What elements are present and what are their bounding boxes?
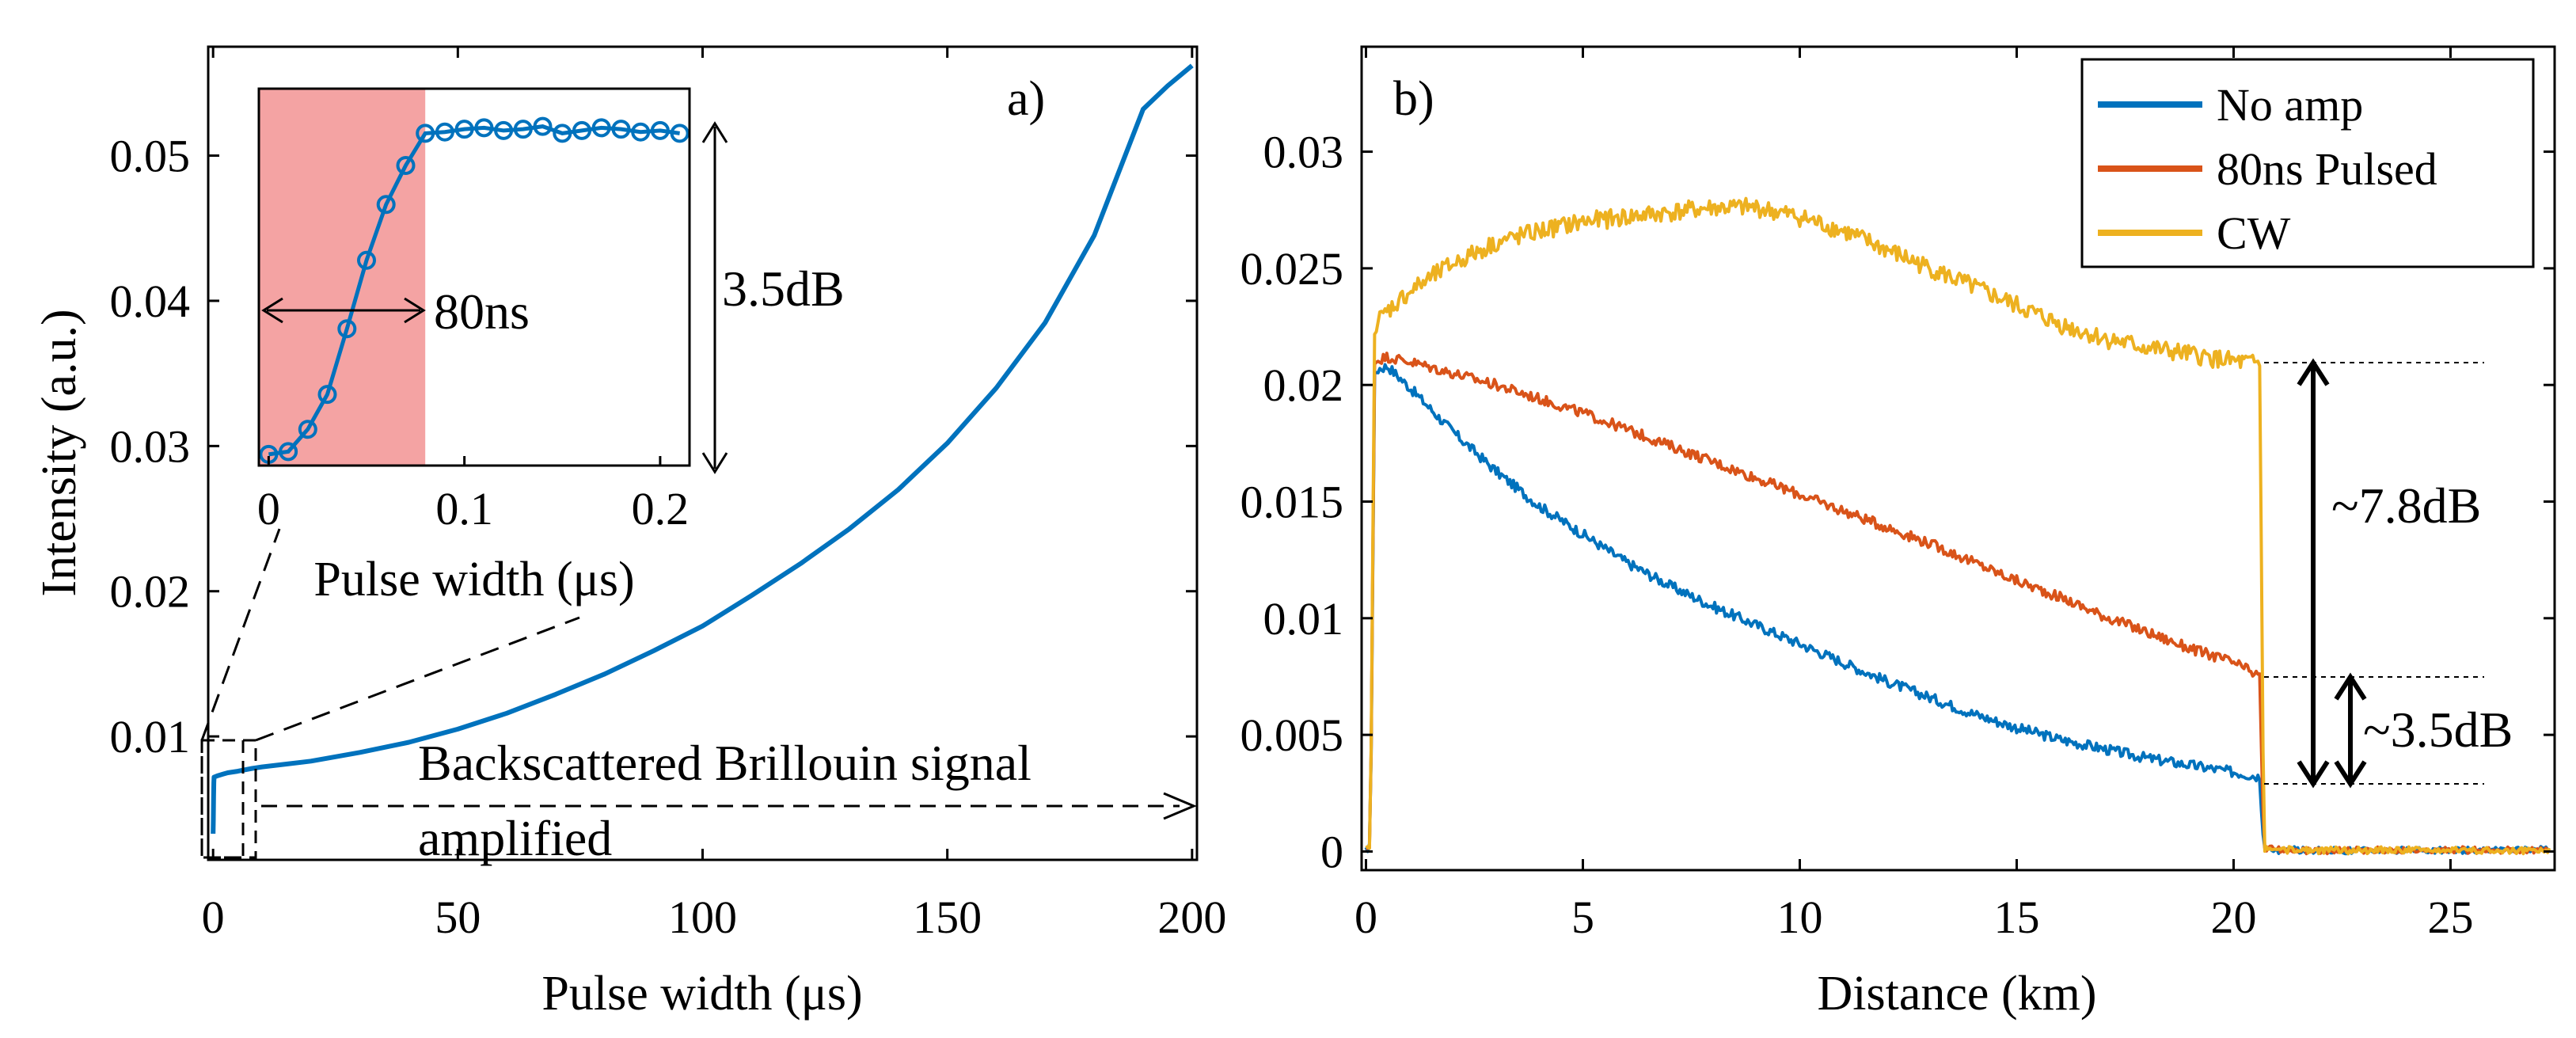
panel-a-ticks: 0 50 100 150 200 0.01 0.02 0.03 0.04 0.05 (110, 47, 1226, 943)
panel-b-x-tick-label: 5 (1571, 892, 1594, 943)
panel-b-y-tick-label: 0 (1320, 826, 1343, 877)
panel-b-y-tick-label: 0.01 (1263, 593, 1344, 644)
zoom-connector-2 (255, 616, 580, 742)
annotation-brillouin-line1: Backscattered Brillouin signal (418, 735, 1032, 791)
inset-data-point (279, 442, 298, 462)
inset-data-point (396, 156, 416, 175)
legend-item-80ns-pulsed: 80ns Pulsed (2098, 143, 2437, 195)
legend-label-no-amp: No amp (2217, 79, 2363, 131)
legend-item-no-amp: No amp (2098, 79, 2363, 131)
inset-data-point (376, 195, 396, 215)
inset-data-point (416, 124, 435, 143)
panel-b-y-tick-label: 0.025 (1241, 243, 1344, 295)
panel-a-label: a) (1007, 72, 1045, 126)
inset-data-point (631, 122, 651, 142)
inset-data-point (317, 385, 337, 405)
inset-data-point (494, 120, 514, 140)
inset-plot-area (259, 89, 690, 466)
inset-shaded-region (259, 89, 426, 466)
panel-b-x-tick-label: 20 (2210, 892, 2256, 943)
panel-a-y-axis-label: Intensity (a.u.) (32, 309, 86, 596)
inset-data-point (357, 250, 376, 270)
inset-data-point (435, 122, 454, 142)
panel-b-x-tick-label: 0 (1354, 892, 1377, 943)
inset-data-point (474, 118, 494, 138)
panel-b-x-axis-label: Distance (km) (1818, 967, 2097, 1021)
legend-label-cw: CW (2217, 207, 2291, 259)
panel-a-x-tick-label: 200 (1157, 892, 1226, 943)
annotation-amplified-arrowhead (1163, 792, 1197, 820)
annotation-80ns-arrowhead-left (261, 297, 283, 324)
panel-a-x-tick-label: 150 (913, 892, 982, 943)
inset-data-point (650, 120, 670, 140)
inset-data-point (298, 420, 317, 439)
panel-a-x-tick-label: 50 (435, 892, 481, 943)
panel-b-axes-box (1360, 45, 2556, 872)
inset-data-point (553, 124, 572, 143)
panel-a: 0 50 100 150 200 0.01 0.02 0.03 0.04 0.05 a) Puls… (32, 45, 1226, 1021)
annotation-3-5db-label: 3.5dB (722, 260, 845, 317)
panel-b-plot-area (1364, 196, 2551, 856)
panel-b-y-tick-label: 0.015 (1241, 477, 1344, 528)
series-line-cw (1365, 196, 2551, 856)
panel-a-plot-area (211, 63, 1194, 835)
panel-a-x-tick-label: 0 (202, 892, 225, 943)
series-line-inset (268, 124, 680, 457)
panel-b-x-tick-label: 15 (1993, 892, 2039, 943)
annotation-80ns-arrowhead-right (404, 297, 426, 324)
panel-b-y-tick-label: 0.02 (1263, 359, 1344, 411)
inset-x-tick-label: 0 (257, 483, 280, 534)
inset-x-tick-label: 0.2 (632, 483, 690, 534)
annotation-3-5db-b-label: ~3.5dB (2363, 702, 2513, 758)
panel-a-y-tick-label: 0.01 (110, 711, 191, 762)
annotation-brillouin-line2: amplified (418, 810, 612, 866)
zoom-connector-1 (200, 528, 281, 741)
inset-plot: 0 0.1 0.2 Pulse width (μs) 80ns 3.5dB (257, 87, 845, 606)
annotation-3-5db-b-arrowhead-top (2334, 672, 2367, 701)
annotation-7-8db-arrowhead-bottom (2297, 760, 2330, 789)
legend: No amp 80ns Pulsed CW (2080, 58, 2535, 268)
annotation-7-8db-arrowhead-top (2297, 358, 2330, 386)
annotation-3-5db-b-arrowhead-bottom (2334, 760, 2367, 789)
series-line-panel-a (211, 63, 1194, 835)
panel-a-y-tick-label: 0.04 (110, 276, 191, 327)
series-line-no-amp (1364, 363, 2550, 856)
panel-b-x-tick-label: 25 (2427, 892, 2473, 943)
annotation-7-8db-label: ~7.8dB (2331, 477, 2481, 534)
panel-a-y-tick-label: 0.05 (110, 131, 191, 182)
inset-axes-box (257, 87, 691, 467)
panel-b-x-tick-label: 10 (1776, 892, 1822, 943)
inset-x-tick-label: 0.1 (435, 483, 493, 534)
panel-a-y-tick-label: 0.03 (110, 420, 191, 472)
panel-b-ticks: 0 5 10 15 20 25 0 0.005 0.01 0.015 0.02 0.025 0.03 (1241, 47, 2555, 943)
inset-data-point (337, 319, 357, 339)
zoom-box-inner (200, 739, 245, 859)
inset-x-axis-label: Pulse width (μs) (313, 553, 634, 606)
inset-data-point (670, 124, 690, 143)
inset-data-point (572, 120, 591, 140)
legend-item-cw: CW (2098, 207, 2291, 259)
annotation-80ns-label: 80ns (434, 283, 530, 340)
panel-b-y-tick-label: 0.03 (1263, 127, 1344, 178)
inset-ticks: 0 0.1 0.2 (257, 456, 689, 534)
inset-data-point (611, 120, 631, 139)
panel-b-label: b) (1393, 72, 1434, 126)
annotation-3-5db-arrowhead-bottom (701, 452, 728, 474)
legend-label-80ns-pulsed: 80ns Pulsed (2217, 143, 2437, 195)
zoom-box-outer (200, 739, 257, 859)
panel-a-x-axis-label: Pulse width (μs) (541, 967, 862, 1021)
inset-data-point (454, 120, 474, 139)
panel-a-y-tick-label: 0.02 (110, 566, 191, 618)
series-line-80ns-pulsed (1366, 352, 2550, 856)
inset-data-point (533, 116, 553, 136)
inset-data-point (591, 118, 611, 138)
panel-b: 0 5 10 15 20 25 0 0.005 0.01 0.015 0.02 0.025 0.03 b… (1241, 45, 2556, 1021)
inset-data-point (513, 120, 533, 139)
panel-a-x-tick-label: 100 (668, 892, 737, 943)
panel-b-y-tick-label: 0.005 (1241, 709, 1344, 761)
annotation-3-5db-arrowhead-top (701, 121, 728, 143)
